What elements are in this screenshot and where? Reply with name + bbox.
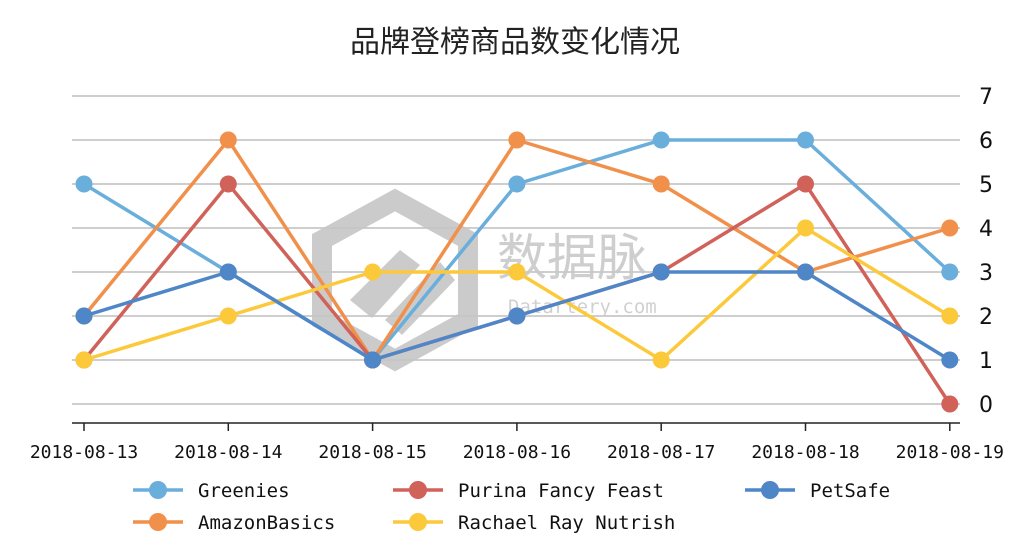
- x-tick-label: 2018-08-14: [174, 442, 282, 463]
- x-tick-label: 2018-08-13: [30, 442, 138, 463]
- watermark-subtext: Datartery.com: [508, 296, 657, 318]
- data-point: [219, 131, 237, 149]
- legend-item: PetSafe: [745, 480, 890, 502]
- data-point: [797, 263, 814, 281]
- series-line: [82, 182, 952, 405]
- data-point: [652, 175, 670, 193]
- legend-item: Rachael Ray Nutrish: [393, 512, 675, 534]
- legend-item: Purina Fancy Feast: [393, 480, 664, 502]
- legend-item: Greenies: [133, 480, 290, 502]
- data-point: [508, 131, 526, 149]
- x-tick-labels: 2018-08-13 2018-08-14 2018-08-15 2018-08-16…: [30, 442, 1004, 463]
- data-point: [508, 307, 526, 325]
- data-point: [364, 263, 382, 281]
- y-tick-label: 1: [979, 349, 993, 374]
- legend-swatch-marker: [409, 513, 427, 531]
- data-point: [941, 307, 959, 325]
- series-rachael-ray-nutrish: [75, 219, 959, 369]
- x-axis: [72, 422, 960, 431]
- data-point: [75, 351, 93, 369]
- data-point: [219, 175, 237, 193]
- x-tick-label: 2018-08-16: [463, 442, 571, 463]
- data-point: [797, 219, 814, 237]
- data-point: [941, 263, 959, 281]
- y-tick-label: 7: [979, 85, 993, 110]
- legend-swatch-marker: [409, 481, 427, 499]
- data-point: [75, 307, 93, 325]
- legend-swatch-marker: [149, 513, 167, 531]
- x-tick-label: 2018-08-19: [896, 442, 1004, 463]
- data-point: [652, 131, 670, 149]
- x-tick-label: 2018-08-18: [751, 442, 859, 463]
- data-point: [219, 263, 237, 281]
- data-point: [797, 131, 814, 149]
- legend-label: Rachael Ray Nutrish: [458, 512, 675, 534]
- series-group: [75, 131, 959, 413]
- chart-title: 品牌登榜商品数变化情况: [350, 25, 680, 60]
- y-tick-label: 0: [979, 393, 993, 418]
- legend-label: PetSafe: [810, 480, 890, 502]
- y-tick-label: 2: [979, 305, 993, 330]
- x-tick-label: 2018-08-15: [318, 442, 426, 463]
- watermark: 数据脉 Datartery.com: [312, 188, 657, 372]
- data-point: [652, 351, 670, 369]
- data-point: [508, 263, 526, 281]
- series-purina-fancy-feast: [75, 175, 959, 413]
- legend-item: AmazonBasics: [133, 512, 335, 534]
- data-point: [219, 307, 237, 325]
- data-point: [941, 219, 959, 237]
- x-tick-label: 2018-08-17: [607, 442, 715, 463]
- legend: Greenies AmazonBasics Purina Fancy Feast Ra…: [133, 480, 890, 534]
- data-point: [797, 175, 814, 193]
- data-point: [364, 351, 382, 369]
- legend-label: Purina Fancy Feast: [458, 480, 664, 502]
- legend-label: Greenies: [198, 480, 290, 502]
- legend-label: AmazonBasics: [198, 512, 335, 534]
- legend-swatch-marker: [761, 481, 779, 499]
- y-tick-label: 3: [979, 261, 993, 286]
- data-point: [508, 175, 526, 193]
- data-point: [652, 263, 670, 281]
- legend-swatch-marker: [149, 481, 167, 499]
- y-tick-label: 4: [979, 217, 993, 242]
- series-petsafe: [75, 263, 959, 369]
- y-tick-label: 6: [979, 129, 993, 154]
- y-tick-label: 5: [979, 173, 993, 198]
- data-point: [941, 395, 959, 413]
- data-point: [941, 351, 959, 369]
- y-tick-labels: 0 1 2 3 4 5 6 7: [979, 85, 993, 418]
- data-point: [75, 175, 93, 193]
